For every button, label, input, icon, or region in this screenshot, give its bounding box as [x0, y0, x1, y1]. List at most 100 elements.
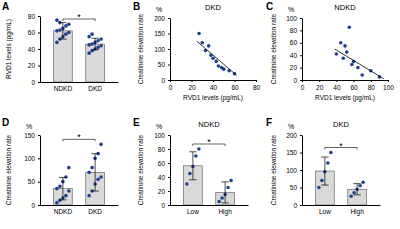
y-axis: 050100150200	[154, 15, 170, 84]
panel: *NDKDDKD020406080	[28, 12, 119, 92]
tick-label: 20	[158, 188, 166, 195]
data-point	[348, 26, 352, 30]
tick: 20	[158, 188, 170, 195]
tick-label: 100	[24, 155, 35, 162]
data-point	[194, 154, 198, 158]
tick-label: DKD	[88, 85, 102, 92]
plot-area	[54, 18, 105, 82]
x-axis-title: RVD1 levels (pg/mL)	[183, 94, 243, 102]
tick-mark	[38, 135, 40, 136]
tick-label: 20	[316, 84, 324, 91]
x-axis: Low High	[171, 206, 249, 216]
data-point	[341, 57, 345, 61]
bar	[86, 44, 105, 82]
panel-label: D	[2, 117, 9, 128]
tick-mark	[300, 153, 302, 154]
tick-mark	[38, 205, 40, 206]
tick-mark	[300, 55, 302, 56]
data-point	[67, 22, 71, 26]
axis-line	[170, 136, 171, 206]
tick: 50	[158, 61, 170, 68]
plot-area	[197, 32, 237, 76]
tick: 100	[383, 80, 394, 91]
axis-line	[170, 19, 171, 81]
tick-label: Low	[187, 208, 199, 215]
tick: 60	[231, 80, 239, 91]
tick: 0	[161, 202, 170, 209]
data-point	[185, 182, 189, 186]
data-point	[329, 151, 333, 155]
data-point	[207, 44, 211, 48]
tick: High	[218, 208, 232, 216]
tick-label: 40	[333, 84, 341, 91]
tick-label: NDKD	[54, 85, 73, 92]
x-axis: 020406080100	[301, 80, 395, 91]
chart-title: NDKD	[198, 120, 220, 129]
tick: 100	[286, 167, 302, 174]
tick-mark	[300, 68, 302, 69]
y-unit: %	[288, 6, 294, 13]
error-cap	[189, 151, 196, 152]
tick-mark	[300, 80, 302, 81]
tick-label: 0	[293, 77, 297, 84]
y-axis: 050100150	[24, 132, 40, 209]
tick-label: 60	[158, 160, 166, 167]
y-unit: %	[156, 123, 162, 130]
axis-line	[303, 205, 381, 206]
tick: 100	[154, 132, 170, 139]
tick-mark	[300, 188, 302, 189]
data-point	[343, 44, 347, 48]
tick-mark	[300, 18, 302, 19]
tick-mark	[300, 135, 302, 136]
tick: 20	[188, 80, 196, 91]
y-axis: 020406080100	[286, 15, 302, 84]
tick: DKD	[88, 85, 102, 92]
tick: 0	[169, 80, 173, 91]
tick-mark	[256, 80, 257, 82]
data-point	[217, 200, 221, 204]
error-stem	[192, 152, 193, 180]
tick-mark	[371, 80, 372, 82]
data-point	[217, 64, 221, 68]
tick-mark	[168, 205, 170, 206]
tick-label: 150	[154, 30, 165, 37]
tick: 40	[210, 80, 218, 91]
tick-label: 80	[253, 84, 261, 91]
y-unit: %	[288, 123, 294, 130]
data-point	[67, 31, 71, 35]
tick: 20	[290, 64, 302, 71]
panel-label: E	[133, 117, 140, 128]
data-point	[87, 51, 91, 55]
tick-mark	[354, 80, 355, 82]
data-point	[87, 35, 91, 39]
y-axis-title: RVD1 levels (pg/mL)	[5, 19, 13, 79]
tick-label: 60	[350, 84, 358, 91]
error-bar	[189, 152, 196, 180]
axis-line	[302, 136, 303, 206]
data-point	[99, 175, 103, 179]
y-unit: %	[156, 6, 162, 13]
significance-label: *	[77, 12, 81, 22]
tick: 200	[154, 15, 170, 22]
data-point	[349, 194, 353, 198]
data-point	[90, 166, 94, 170]
error-stem	[95, 38, 96, 50]
tick: 150	[286, 149, 302, 156]
y-unit: %	[26, 123, 32, 130]
fit-line	[197, 41, 237, 75]
tick-label: 100	[286, 167, 297, 174]
tick: 80	[368, 80, 376, 91]
axis-line	[40, 17, 41, 83]
data-point	[67, 166, 71, 170]
error-cap	[353, 183, 360, 184]
tick: High	[350, 208, 364, 216]
significance-label: *	[207, 137, 211, 147]
figure: *NDKDDKD020406080ARVD1 levels (pg/mL)020…	[0, 0, 400, 229]
tick-label: 100	[383, 84, 394, 91]
data-point	[335, 52, 339, 56]
data-point	[99, 143, 103, 147]
tick-label: 80	[290, 27, 298, 34]
tick-label: 0	[31, 79, 35, 86]
tick-mark	[300, 43, 302, 44]
tick: 0	[293, 202, 302, 209]
